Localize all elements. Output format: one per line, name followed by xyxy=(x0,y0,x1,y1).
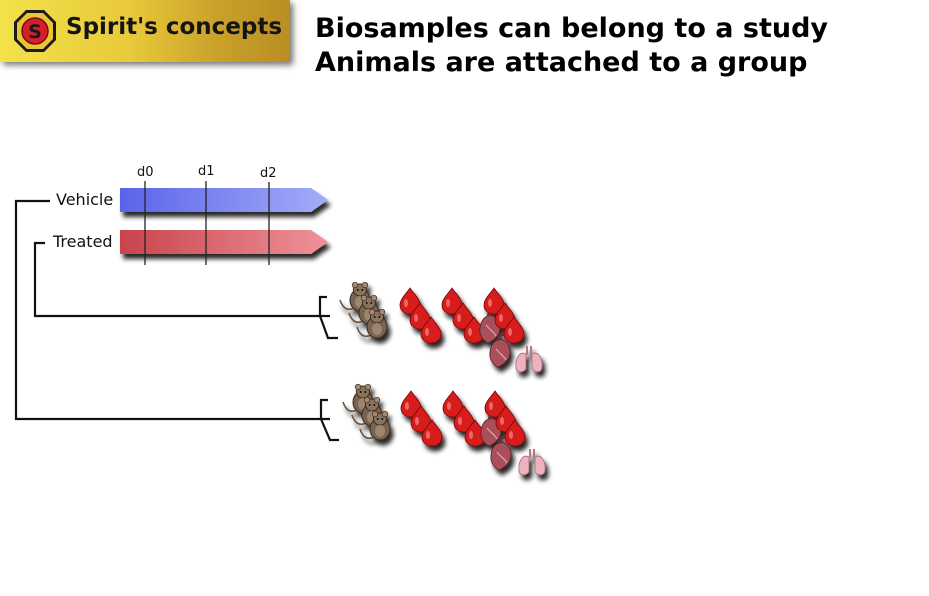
sample-cluster-2 xyxy=(342,383,547,476)
headline-line-1: Biosamples can belong to a study xyxy=(315,13,829,44)
lungs-icon xyxy=(517,448,547,476)
spirit-logo-icon: S xyxy=(14,10,56,52)
lungs-icon xyxy=(514,345,544,373)
treated-timeline-arrow xyxy=(120,230,328,254)
group1-bracket xyxy=(318,295,338,340)
sample-cluster-1 xyxy=(339,281,544,373)
group-label-vehicle: Vehicle xyxy=(56,190,114,209)
logo-banner: S Spirit's concepts xyxy=(0,0,290,62)
vehicle-timeline-arrow xyxy=(120,188,328,212)
day-label-d2: d2 xyxy=(260,166,277,181)
logo-letter: S xyxy=(28,21,42,43)
group2-bracket xyxy=(319,398,339,442)
logo-title: Spirit's concepts xyxy=(66,14,283,40)
group-label-treated: Treated xyxy=(53,232,113,251)
outer-bracket-connector xyxy=(14,199,330,421)
day-label-d0: d0 xyxy=(137,165,154,180)
day-label-d1: d1 xyxy=(198,164,215,179)
headline-line-2: Animals are attached to a group xyxy=(315,47,808,78)
inner-bracket-connector xyxy=(33,241,330,318)
